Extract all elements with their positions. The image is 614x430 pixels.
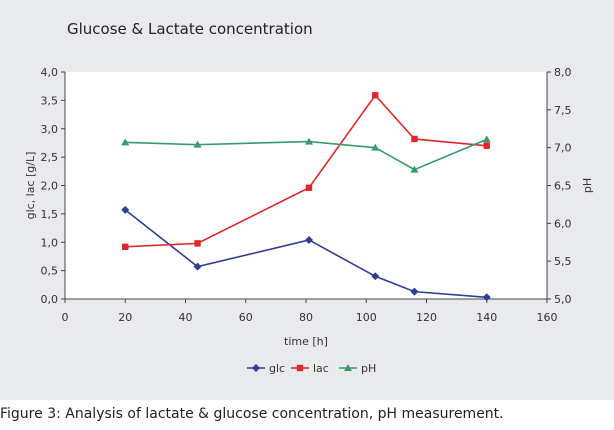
y2-tick-label: 7,5 [554,104,572,117]
data-point-pH [371,143,380,151]
data-point-lac [372,92,379,99]
chart-svg: 0,0 0,5 1,0 1,5 2,0 2,5 3,0 3,5 4,0 5,0 5,5 6,0 6,5 7… [24,66,594,375]
x-axis-label: time [h] [284,335,328,348]
y2-tick-label: 7,0 [554,142,572,155]
data-point-pH [410,165,419,173]
y2-tick-label: 5,0 [554,293,572,306]
data-point-lac [122,243,129,250]
x-tick-label: 100 [356,311,377,324]
chart-title: Glucose & Lactate concentration [67,20,313,38]
y-tick-label: 1,0 [41,236,59,249]
y-tick-label: 2,0 [41,180,59,193]
y-axis-label: glc, lac [g/L] [24,152,37,220]
x-tick-label: 140 [476,311,497,324]
data-point-lac [411,135,418,143]
y2-tick-label: 8,0 [554,66,572,79]
data-point-lac [305,184,313,191]
figure-caption: Figure 3: Analysis of lactate & glucose … [0,406,504,422]
data-point-lac [483,142,490,149]
legend-marker-pH [344,364,352,371]
x-tick-label: 20 [118,311,132,324]
y-tick-label: 3,5 [41,94,59,107]
data-point-glc [410,287,419,296]
x-tick-label: 120 [416,311,437,324]
data-point-pH [193,140,202,148]
data-point-pH [305,137,314,145]
x-tick-label: 60 [239,311,253,324]
y2-tick-label: 6,0 [554,217,572,230]
x-tick-label: 160 [537,311,558,324]
series-line-pH [125,138,488,171]
data-point-glc [121,205,130,214]
legend-label-lac: lac [313,362,329,375]
legend-marker-lac [296,364,304,372]
y-tick-label: 3,0 [41,123,59,136]
chart-figure: Glucose & Lactate concentration 0,0 0,5 1,… [0,0,614,400]
series-line-lac [125,93,487,248]
data-point-pH [482,135,491,143]
legend-label-pH: pH [361,362,376,375]
data-point-pH [121,138,130,146]
x-tick-label: 0 [62,311,69,324]
legend-marker-glc [252,364,260,372]
y2-tick-label: 6,5 [554,180,572,193]
y2-tick-label: 5,5 [554,255,572,268]
y-tick-label: 1,5 [41,208,59,221]
data-point-glc [482,293,491,302]
data-point-glc [305,235,314,244]
legend-label-glc: glc [269,362,285,375]
data-point-lac [194,240,201,247]
data-point-glc [193,262,202,271]
y-tick-label: 0,5 [41,265,59,278]
y-tick-label: 2,5 [41,151,59,164]
x-tick-label: 40 [179,311,193,324]
data-point-glc [371,272,380,281]
y-tick-label: 0,0 [41,293,59,306]
x-tick-label: 80 [299,311,313,324]
y-tick-label: 4,0 [41,66,59,79]
series-line-glc [124,209,487,299]
y2-axis-label: pH [581,178,594,193]
